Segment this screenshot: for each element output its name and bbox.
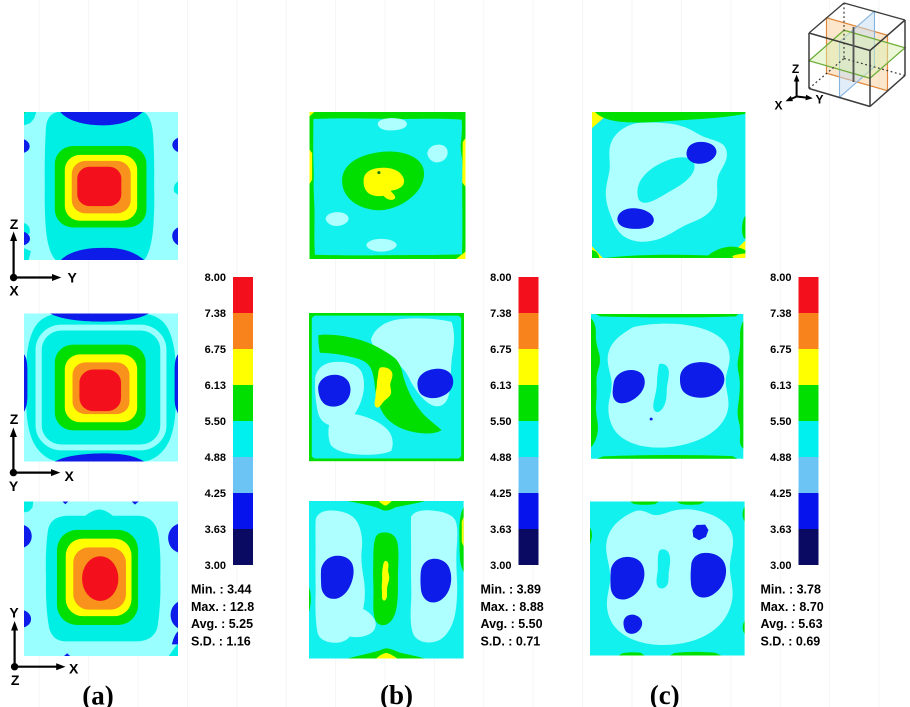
svg-text:4.25: 4.25 — [490, 488, 511, 500]
svg-text:7.38: 7.38 — [770, 308, 791, 320]
svg-text:X: X — [65, 468, 75, 484]
svg-text:(c): (c) — [650, 680, 680, 707]
svg-text:Y: Y — [9, 478, 19, 494]
svg-text:(a): (a) — [82, 681, 113, 707]
svg-text:Avg. : 5.25: Avg. : 5.25 — [191, 617, 253, 631]
svg-text:Max. : 8.88: Max. : 8.88 — [481, 600, 544, 614]
svg-text:5.50: 5.50 — [205, 416, 226, 428]
svg-text:Avg. : 5.50: Avg. : 5.50 — [481, 617, 543, 631]
svg-text:S.D. : 0.71: S.D. : 0.71 — [481, 634, 541, 648]
svg-text:Y: Y — [816, 93, 824, 107]
svg-text:(b): (b) — [380, 680, 413, 707]
svg-text:5.50: 5.50 — [770, 416, 791, 428]
svg-text:X: X — [9, 283, 19, 299]
svg-text:7.38: 7.38 — [490, 308, 511, 320]
svg-text:3.63: 3.63 — [770, 524, 791, 536]
svg-text:5.50: 5.50 — [490, 416, 511, 428]
svg-text:3.00: 3.00 — [490, 560, 511, 572]
svg-text:6.13: 6.13 — [205, 380, 226, 392]
svg-text:4.25: 4.25 — [770, 488, 791, 500]
svg-text:Z: Z — [10, 411, 19, 427]
svg-text:3.00: 3.00 — [205, 560, 226, 572]
svg-text:6.13: 6.13 — [770, 380, 791, 392]
svg-text:Avg. : 5.63: Avg. : 5.63 — [761, 617, 823, 631]
svg-text:4.88: 4.88 — [205, 452, 226, 464]
svg-text:4.25: 4.25 — [205, 488, 226, 500]
svg-text:8.00: 8.00 — [770, 272, 791, 284]
svg-text:6.75: 6.75 — [490, 344, 511, 356]
svg-text:Max. : 12.8: Max. : 12.8 — [191, 600, 254, 614]
svg-text:6.75: 6.75 — [205, 344, 226, 356]
svg-text:3.63: 3.63 — [490, 524, 511, 536]
svg-text:4.88: 4.88 — [490, 452, 511, 464]
svg-text:Z: Z — [10, 216, 19, 232]
svg-text:Z: Z — [792, 62, 799, 76]
svg-text:Min. : 3.78: Min. : 3.78 — [761, 583, 821, 597]
svg-text:Min. : 3.89: Min. : 3.89 — [481, 583, 541, 597]
svg-text:S.D. : 0.69: S.D. : 0.69 — [761, 634, 821, 648]
svg-text:8.00: 8.00 — [205, 272, 226, 284]
svg-text:Min. : 3.44: Min. : 3.44 — [191, 583, 251, 597]
svg-text:X: X — [69, 661, 79, 677]
svg-text:4.88: 4.88 — [770, 452, 791, 464]
svg-text:8.00: 8.00 — [490, 272, 511, 284]
svg-text:6.75: 6.75 — [770, 344, 791, 356]
svg-text:6.13: 6.13 — [490, 380, 511, 392]
svg-text:Max. : 8.70: Max. : 8.70 — [761, 600, 824, 614]
svg-text:7.38: 7.38 — [205, 308, 226, 320]
svg-text:Y: Y — [9, 605, 19, 621]
svg-text:X: X — [774, 99, 782, 113]
svg-text:S.D. : 1.16: S.D. : 1.16 — [191, 634, 251, 648]
svg-text:3.00: 3.00 — [770, 560, 791, 572]
svg-text:Y: Y — [68, 270, 78, 286]
svg-text:Z: Z — [11, 672, 20, 688]
svg-text:3.63: 3.63 — [205, 524, 226, 536]
